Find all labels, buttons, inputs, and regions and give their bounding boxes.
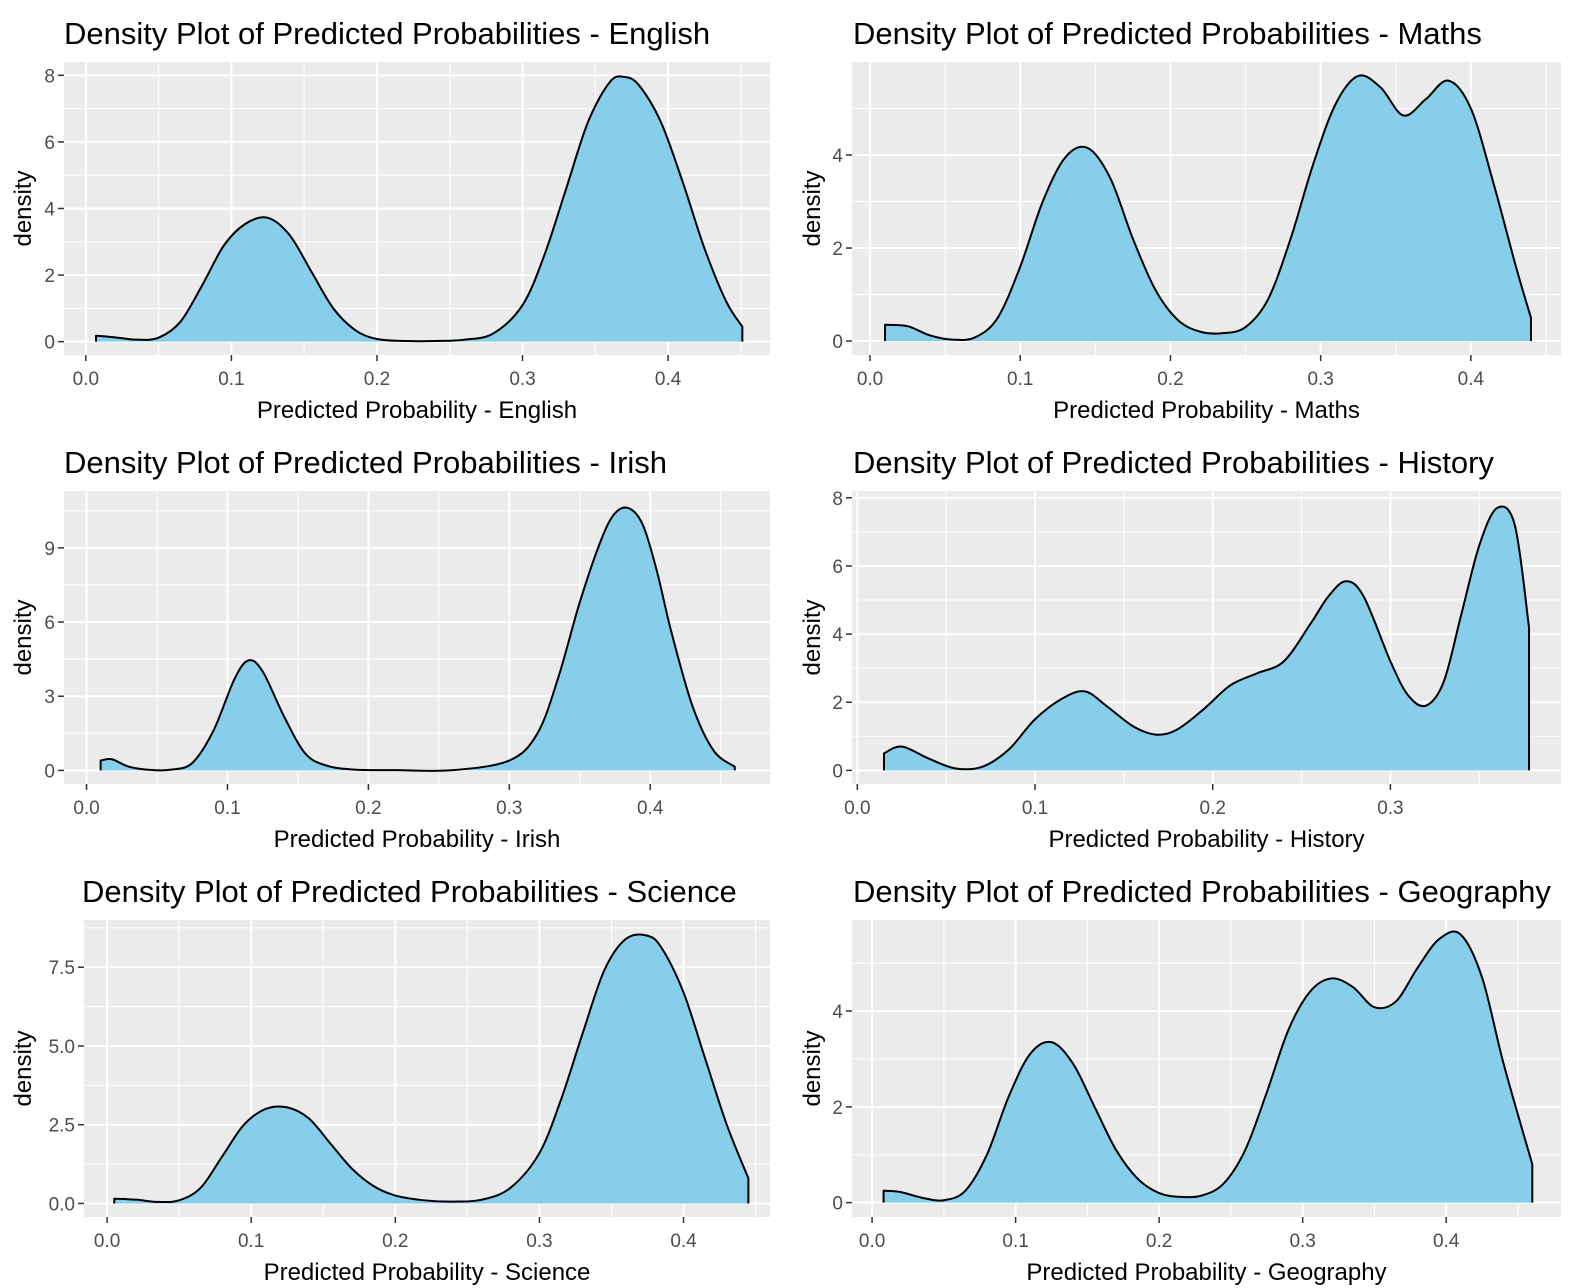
x-tick-label: 0.3 bbox=[496, 798, 522, 819]
x-tick-label: 0.2 bbox=[1146, 1231, 1172, 1252]
density-curve bbox=[99, 506, 736, 772]
x-tick-label: 0.4 bbox=[1458, 369, 1485, 390]
x-tick-label: 0.2 bbox=[355, 798, 381, 819]
x-tick-label: 0.1 bbox=[238, 1231, 264, 1252]
chart-panel-5: 0.0 0.1 0.2 0.3 0.4 0.0 2.5 5.0 7.5 Density Plot … bbox=[10, 874, 770, 1286]
y-tick-label: 2 bbox=[832, 239, 843, 260]
density-curve bbox=[95, 75, 744, 343]
density-fill-area bbox=[883, 506, 1530, 771]
chart-panel-2: 0.0 0.1 0.2 0.3 0.4 0 2 4 Density Plot of Predic… bbox=[799, 16, 1561, 424]
chart-title: Density Plot of Predicted Probabilities … bbox=[82, 874, 737, 909]
y-tick-label: 9 bbox=[44, 539, 55, 560]
chart-title: Density Plot of Predicted Probabilities … bbox=[64, 445, 667, 480]
y-tick-label: 5.0 bbox=[49, 1037, 75, 1058]
y-tick-label: 2 bbox=[44, 266, 55, 287]
x-tick-label: 0.1 bbox=[218, 369, 244, 390]
chart-title: Density Plot of Predicted Probabilities … bbox=[853, 874, 1551, 909]
x-tick-label: 0.4 bbox=[1433, 1231, 1460, 1252]
y-tick-label: 4 bbox=[832, 146, 843, 167]
y-axis-title: density bbox=[799, 170, 826, 246]
y-axis-title: density bbox=[10, 170, 37, 246]
x-tick-label: 0.3 bbox=[509, 369, 535, 390]
y-tick-label: 4 bbox=[44, 200, 55, 221]
x-tick-label: 0.3 bbox=[1289, 1231, 1315, 1252]
x-tick-label: 0.0 bbox=[73, 798, 99, 819]
x-tick-label: 0.0 bbox=[94, 1231, 120, 1252]
x-tick-label: 0.0 bbox=[73, 369, 99, 390]
density-curve bbox=[884, 74, 1532, 342]
x-tick-label: 0.3 bbox=[1377, 798, 1403, 819]
y-tick-label: 3 bbox=[44, 687, 55, 708]
y-tick-label: 4 bbox=[832, 625, 843, 646]
x-tick-label: 0.1 bbox=[214, 798, 240, 819]
x-axis-title: Predicted Probability - History bbox=[1048, 826, 1364, 853]
density-curve bbox=[882, 930, 1534, 1203]
x-tick-label: 0.2 bbox=[364, 369, 390, 390]
y-axis-title: density bbox=[10, 599, 37, 675]
chart-title: Density Plot of Predicted Probabilities … bbox=[64, 16, 710, 51]
y-tick-label: 4 bbox=[832, 1002, 843, 1023]
x-tick-label: 0.3 bbox=[526, 1231, 552, 1252]
y-tick-label: 0 bbox=[832, 1194, 843, 1215]
y-tick-label: 6 bbox=[832, 557, 843, 578]
y-tick-label: 0.0 bbox=[49, 1194, 75, 1215]
x-tick-label: 0.0 bbox=[844, 798, 870, 819]
x-axis-title: Predicted Probability - Irish bbox=[274, 826, 561, 853]
x-tick-label: 0.2 bbox=[1157, 369, 1183, 390]
x-axis-title: Predicted Probability - Maths bbox=[1053, 397, 1360, 424]
y-tick-label: 6 bbox=[44, 613, 55, 634]
y-tick-label: 6 bbox=[44, 133, 55, 154]
density-fill-area bbox=[885, 75, 1531, 342]
x-tick-label: 0.1 bbox=[1022, 798, 1048, 819]
y-tick-label: 2 bbox=[832, 693, 843, 714]
chart-panel-1: 0.0 0.1 0.2 0.3 0.4 0 2 4 6 8 Density Plot of Pred… bbox=[10, 16, 770, 424]
chart-panel-3: 0.0 0.1 0.2 0.3 0.4 0 3 6 9 Density Plot of Predi… bbox=[10, 445, 770, 853]
x-tick-label: 0.4 bbox=[655, 369, 682, 390]
y-tick-label: 0 bbox=[832, 761, 843, 782]
y-axis-title: density bbox=[10, 1030, 37, 1106]
x-tick-label: 0.4 bbox=[637, 798, 664, 819]
density-curve bbox=[113, 933, 750, 1204]
y-tick-label: 0 bbox=[44, 333, 55, 354]
chart-title: Density Plot of Predicted Probabilities … bbox=[853, 445, 1494, 480]
density-fill-area bbox=[883, 931, 1533, 1203]
y-tick-label: 8 bbox=[44, 66, 55, 87]
x-axis-title: Predicted Probability - Geography bbox=[1026, 1259, 1386, 1286]
chart-panel-6: 0.0 0.1 0.2 0.3 0.4 0 2 4 Density Plot of Predic… bbox=[799, 874, 1561, 1286]
y-tick-label: 8 bbox=[832, 489, 843, 510]
x-tick-label: 0.0 bbox=[859, 1231, 885, 1252]
x-tick-label: 0.3 bbox=[1307, 369, 1333, 390]
y-tick-label: 2 bbox=[832, 1098, 843, 1119]
density-fill-area bbox=[114, 934, 749, 1204]
x-axis-title: Predicted Probability - Science bbox=[264, 1259, 591, 1286]
y-tick-label: 7.5 bbox=[49, 958, 75, 979]
density-fill-area bbox=[100, 507, 735, 771]
x-tick-label: 0.2 bbox=[382, 1231, 408, 1252]
chart-title: Density Plot of Predicted Probabilities … bbox=[853, 16, 1482, 51]
y-axis-title: density bbox=[799, 599, 826, 675]
x-tick-label: 0.1 bbox=[1007, 369, 1033, 390]
x-tick-label: 0.4 bbox=[670, 1231, 697, 1252]
y-tick-label: 0 bbox=[44, 761, 55, 782]
y-tick-label: 2.5 bbox=[49, 1116, 75, 1137]
x-tick-label: 0.2 bbox=[1200, 798, 1226, 819]
x-tick-label: 0.0 bbox=[857, 369, 883, 390]
x-axis-title: Predicted Probability - English bbox=[257, 397, 577, 424]
chart-panel-4: 0.0 0.1 0.2 0.3 0 2 4 6 8 Density Plot of Predict… bbox=[799, 445, 1561, 853]
y-axis-title: density bbox=[799, 1030, 826, 1106]
x-tick-label: 0.1 bbox=[1002, 1231, 1028, 1252]
y-tick-label: 0 bbox=[832, 332, 843, 353]
density-curve bbox=[882, 505, 1531, 771]
